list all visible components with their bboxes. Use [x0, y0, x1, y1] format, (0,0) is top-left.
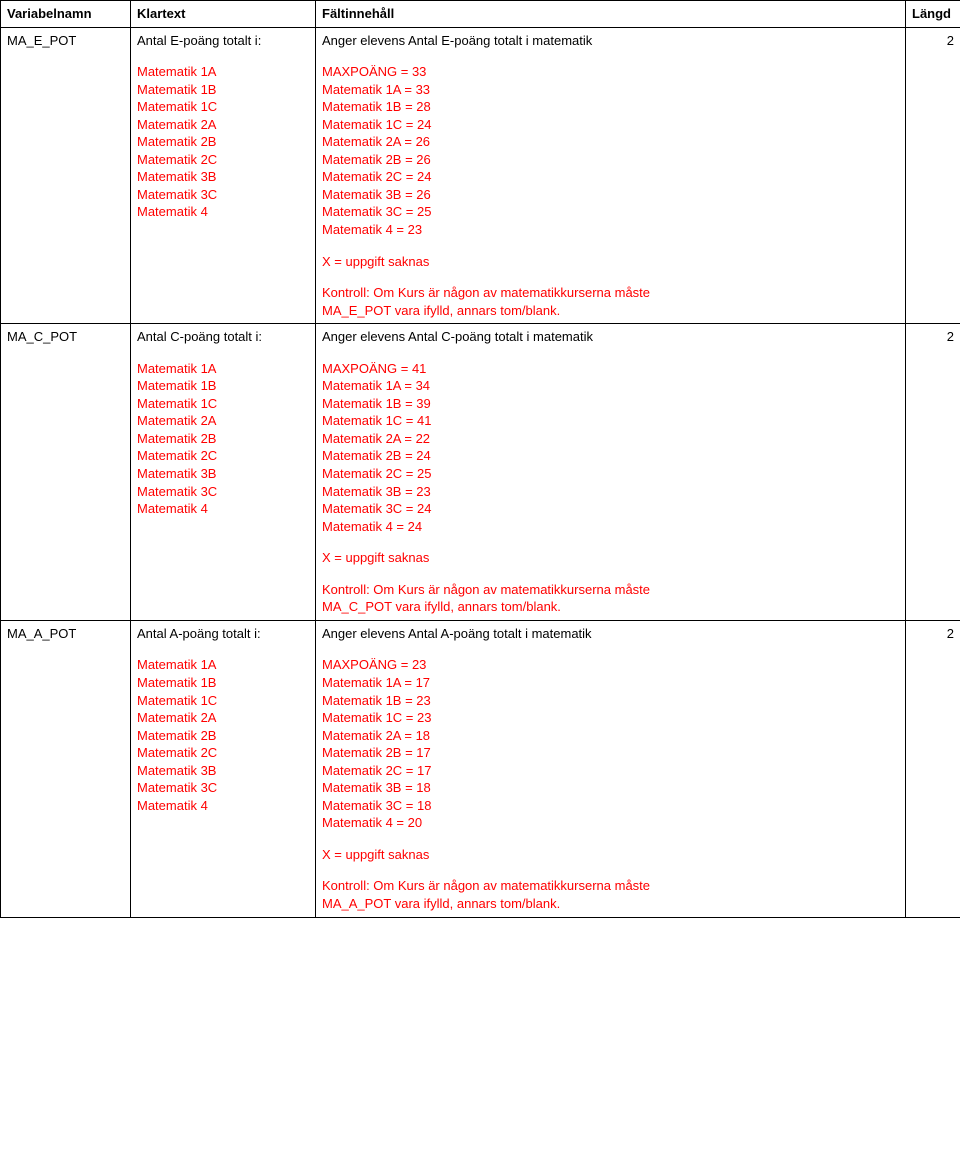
course: Matematik 4	[137, 797, 309, 815]
course: Matematik 2C	[137, 151, 309, 169]
val: Matematik 1C = 24	[322, 116, 899, 134]
header-faltinnehall: Fältinnehåll	[316, 1, 906, 28]
val: Matematik 1A = 34	[322, 377, 899, 395]
x-saknas: X = uppgift saknas	[322, 253, 899, 271]
val: Matematik 2C = 24	[322, 168, 899, 186]
course: Matematik 4	[137, 203, 309, 221]
course: Matematik 2A	[137, 709, 309, 727]
val: Matematik 2A = 18	[322, 727, 899, 745]
maxpoang: MAXPOÄNG = 23	[322, 656, 899, 674]
val: Matematik 3C = 25	[322, 203, 899, 221]
course: Matematik 1C	[137, 692, 309, 710]
val: Matematik 3B = 23	[322, 483, 899, 501]
cell-falt: Anger elevens Antal A-poäng totalt i mat…	[316, 620, 906, 917]
x-saknas: X = uppgift saknas	[322, 549, 899, 567]
course: Matematik 1C	[137, 395, 309, 413]
course: Matematik 2B	[137, 727, 309, 745]
header-klartext: Klartext	[131, 1, 316, 28]
variable-table: Variabelnamn Klartext Fältinnehåll Längd…	[0, 0, 960, 918]
val: Matematik 4 = 23	[322, 221, 899, 239]
maxpoang: MAXPOÄNG = 33	[322, 63, 899, 81]
len-value: 2	[947, 329, 954, 344]
kontroll-line2: MA_A_POT vara ifylld, annars tom/blank.	[322, 895, 899, 913]
val: Matematik 4 = 24	[322, 518, 899, 536]
var-name: MA_A_POT	[7, 625, 124, 643]
table-header-row: Variabelnamn Klartext Fältinnehåll Längd	[1, 1, 960, 28]
val: Matematik 1B = 28	[322, 98, 899, 116]
table-row: MA_E_POT Antal E-poäng totalt i: Matemat…	[1, 27, 960, 324]
course: Matematik 1B	[137, 377, 309, 395]
table-row: MA_C_POT Antal C-poäng totalt i: Matemat…	[1, 324, 960, 621]
table-row: MA_A_POT Antal A-poäng totalt i: Matemat…	[1, 620, 960, 917]
cell-klar: Antal C-poäng totalt i: Matematik 1A Mat…	[131, 324, 316, 621]
klar-top: Antal A-poäng totalt i:	[137, 625, 309, 643]
val: Matematik 2A = 22	[322, 430, 899, 448]
val: Matematik 1B = 39	[322, 395, 899, 413]
course: Matematik 3C	[137, 186, 309, 204]
course: Matematik 2B	[137, 133, 309, 151]
course: Matematik 3B	[137, 168, 309, 186]
kontroll-line2: MA_C_POT vara ifylld, annars tom/blank.	[322, 598, 899, 616]
val: Matematik 3B = 18	[322, 779, 899, 797]
val: Matematik 2B = 26	[322, 151, 899, 169]
val: Matematik 2B = 24	[322, 447, 899, 465]
len-value: 2	[947, 626, 954, 641]
cell-len: 2	[906, 324, 960, 621]
kontroll-line1: Kontroll: Om Kurs är någon av matematikk…	[322, 284, 899, 302]
x-saknas: X = uppgift saknas	[322, 846, 899, 864]
val: Matematik 2A = 26	[322, 133, 899, 151]
cell-var: MA_E_POT	[1, 27, 131, 324]
kontroll-line1: Kontroll: Om Kurs är någon av matematikk…	[322, 581, 899, 599]
val: Matematik 1B = 23	[322, 692, 899, 710]
val: Matematik 3B = 26	[322, 186, 899, 204]
cell-klar: Antal E-poäng totalt i: Matematik 1A Mat…	[131, 27, 316, 324]
cell-klar: Antal A-poäng totalt i: Matematik 1A Mat…	[131, 620, 316, 917]
val: Matematik 2C = 17	[322, 762, 899, 780]
course: Matematik 1A	[137, 360, 309, 378]
course: Matematik 1B	[137, 81, 309, 99]
var-name: MA_C_POT	[7, 328, 124, 346]
course: Matematik 2C	[137, 447, 309, 465]
course: Matematik 3B	[137, 762, 309, 780]
cell-var: MA_A_POT	[1, 620, 131, 917]
anger-line: Anger elevens Antal E-poäng totalt i mat…	[322, 32, 899, 50]
val: Matematik 2B = 17	[322, 744, 899, 762]
val: Matematik 4 = 20	[322, 814, 899, 832]
header-langd: Längd	[906, 1, 960, 28]
cell-len: 2	[906, 27, 960, 324]
course: Matematik 4	[137, 500, 309, 518]
cell-len: 2	[906, 620, 960, 917]
kontroll-line1: Kontroll: Om Kurs är någon av matematikk…	[322, 877, 899, 895]
course: Matematik 1B	[137, 674, 309, 692]
val: Matematik 1A = 17	[322, 674, 899, 692]
course: Matematik 2A	[137, 412, 309, 430]
course: Matematik 3C	[137, 779, 309, 797]
anger-line: Anger elevens Antal C-poäng totalt i mat…	[322, 328, 899, 346]
kontroll-line2: MA_E_POT vara ifylld, annars tom/blank.	[322, 302, 899, 320]
val: Matematik 3C = 24	[322, 500, 899, 518]
course: Matematik 3C	[137, 483, 309, 501]
anger-line: Anger elevens Antal A-poäng totalt i mat…	[322, 625, 899, 643]
cell-falt: Anger elevens Antal E-poäng totalt i mat…	[316, 27, 906, 324]
val: Matematik 2C = 25	[322, 465, 899, 483]
val: Matematik 1C = 23	[322, 709, 899, 727]
course: Matematik 2C	[137, 744, 309, 762]
klar-top: Antal C-poäng totalt i:	[137, 328, 309, 346]
val: Matematik 1C = 41	[322, 412, 899, 430]
klar-top: Antal E-poäng totalt i:	[137, 32, 309, 50]
course: Matematik 1A	[137, 63, 309, 81]
len-value: 2	[947, 33, 954, 48]
var-name: MA_E_POT	[7, 32, 124, 50]
cell-var: MA_C_POT	[1, 324, 131, 621]
course: Matematik 2A	[137, 116, 309, 134]
course: Matematik 2B	[137, 430, 309, 448]
course: Matematik 1A	[137, 656, 309, 674]
header-variabelnamn: Variabelnamn	[1, 1, 131, 28]
val: Matematik 1A = 33	[322, 81, 899, 99]
cell-falt: Anger elevens Antal C-poäng totalt i mat…	[316, 324, 906, 621]
val: Matematik 3C = 18	[322, 797, 899, 815]
maxpoang: MAXPOÄNG = 41	[322, 360, 899, 378]
course: Matematik 1C	[137, 98, 309, 116]
course: Matematik 3B	[137, 465, 309, 483]
